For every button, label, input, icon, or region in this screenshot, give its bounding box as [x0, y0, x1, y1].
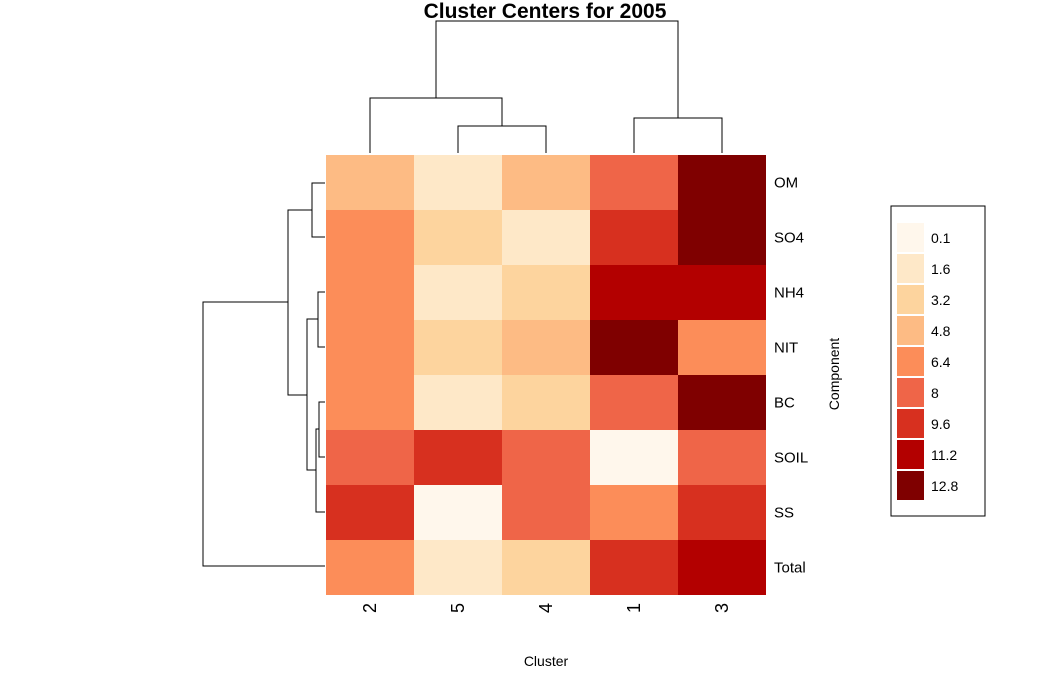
- column-labels: 2 5 4 1 3: [360, 603, 732, 613]
- heatmap-cell-ss-cluster-4: [502, 485, 590, 540]
- legend-swatch-1: [897, 254, 924, 283]
- heatmap-cell-so4-cluster-3: [678, 210, 766, 265]
- legend-swatch-0: [897, 223, 924, 252]
- x-axis-label: Cluster: [524, 653, 569, 669]
- row-label-om: OM: [774, 175, 798, 192]
- heatmap-cell-nit-cluster-3: [678, 320, 766, 375]
- heatmap-cell-om-cluster-5: [414, 155, 502, 210]
- legend-label-3: 4.8: [931, 323, 951, 339]
- heatmap-cell-om-cluster-4: [502, 155, 590, 210]
- heatmap-cell-bc-cluster-1: [590, 375, 678, 430]
- heatmap-cell-ss-cluster-3: [678, 485, 766, 540]
- column-dendrogram: [369, 20, 723, 153]
- legend-box: [890, 205, 986, 517]
- heatmap-cell-nh4-cluster-1: [590, 265, 678, 320]
- legend-swatch-2: [897, 285, 924, 314]
- column-label-2: 2: [360, 603, 380, 613]
- heatmap-cell-ss-cluster-1: [590, 485, 678, 540]
- heatmap-cell-total-cluster-2: [326, 540, 414, 595]
- legend-label-5: 8: [931, 385, 939, 401]
- heatmap-cell-so4-cluster-5: [414, 210, 502, 265]
- column-label-5: 5: [448, 603, 468, 613]
- heatmap-cell-so4-cluster-4: [502, 210, 590, 265]
- heatmap-cell-total-cluster-5: [414, 540, 502, 595]
- row-dendrogram: [202, 182, 325, 567]
- legend-swatch-4: [897, 347, 924, 376]
- heatmap-cell-soil-cluster-3: [678, 430, 766, 485]
- row-label-ss: SS: [774, 505, 794, 522]
- row-label-nit: NIT: [774, 340, 798, 357]
- heatmap-cell-soil-cluster-2: [326, 430, 414, 485]
- heatmap-cell-total-cluster-3: [678, 540, 766, 595]
- heatmap-cells: [326, 155, 766, 595]
- legend-swatch-3: [897, 316, 924, 345]
- legend-label-1: 1.6: [931, 261, 951, 277]
- legend-swatch-5: [897, 378, 924, 407]
- heatmap-cell-nit-cluster-2: [326, 320, 414, 375]
- heatmap-cell-om-cluster-1: [590, 155, 678, 210]
- heatmap-cell-bc-cluster-3: [678, 375, 766, 430]
- legend-swatch-8: [897, 471, 924, 500]
- row-label-soil: SOIL: [774, 450, 808, 467]
- heatmap-cell-nit-cluster-4: [502, 320, 590, 375]
- heatmap-cell-nh4-cluster-2: [326, 265, 414, 320]
- row-label-total: Total: [774, 560, 806, 577]
- legend-label-6: 9.6: [931, 416, 951, 432]
- heatmap-cell-total-cluster-1: [590, 540, 678, 595]
- legend-label-0: 0.1: [931, 230, 951, 246]
- row-labels: OM SO4 NH4 NIT BC SOIL SS Total: [774, 175, 808, 577]
- heatmap-cell-so4-cluster-2: [326, 210, 414, 265]
- row-label-so4: SO4: [774, 230, 804, 247]
- heatmap-cell-bc-cluster-5: [414, 375, 502, 430]
- heatmap-cell-ss-cluster-2: [326, 485, 414, 540]
- row-label-nh4: NH4: [774, 285, 804, 302]
- heatmap-cell-nit-cluster-5: [414, 320, 502, 375]
- heatmap-cell-bc-cluster-2: [326, 375, 414, 430]
- heatmap-cell-nh4-cluster-3: [678, 265, 766, 320]
- row-label-bc: BC: [774, 395, 795, 412]
- heatmap-cell-om-cluster-3: [678, 155, 766, 210]
- heatmap-cell-soil-cluster-1: [590, 430, 678, 485]
- legend-swatch-7: [897, 440, 924, 469]
- heatmap-cell-bc-cluster-4: [502, 375, 590, 430]
- heatmap-cell-soil-cluster-5: [414, 430, 502, 485]
- column-label-1: 1: [624, 603, 644, 613]
- heatmap-cell-total-cluster-4: [502, 540, 590, 595]
- heatmap-cell-nh4-cluster-4: [502, 265, 590, 320]
- legend-label-8: 12.8: [931, 478, 958, 494]
- heatmap-cell-om-cluster-2: [326, 155, 414, 210]
- legend-swatch-6: [897, 409, 924, 438]
- heatmap-cell-so4-cluster-1: [590, 210, 678, 265]
- column-label-4: 4: [536, 603, 556, 613]
- legend-label-2: 3.2: [931, 292, 951, 308]
- color-legend: 0.1 1.6 3.2 4.8 6.4 8 9.6 11.2 12.8: [890, 205, 986, 517]
- y-axis-label: Component: [826, 338, 842, 410]
- legend-label-7: 11.2: [931, 447, 957, 463]
- heatmap-cell-nit-cluster-1: [590, 320, 678, 375]
- legend-label-4: 6.4: [931, 354, 951, 370]
- column-label-3: 3: [712, 603, 732, 613]
- heatmap-cell-ss-cluster-5: [414, 485, 502, 540]
- chart-title: Cluster Centers for 2005: [424, 0, 667, 23]
- heatmap-cell-nh4-cluster-5: [414, 265, 502, 320]
- heatmap-cell-soil-cluster-4: [502, 430, 590, 485]
